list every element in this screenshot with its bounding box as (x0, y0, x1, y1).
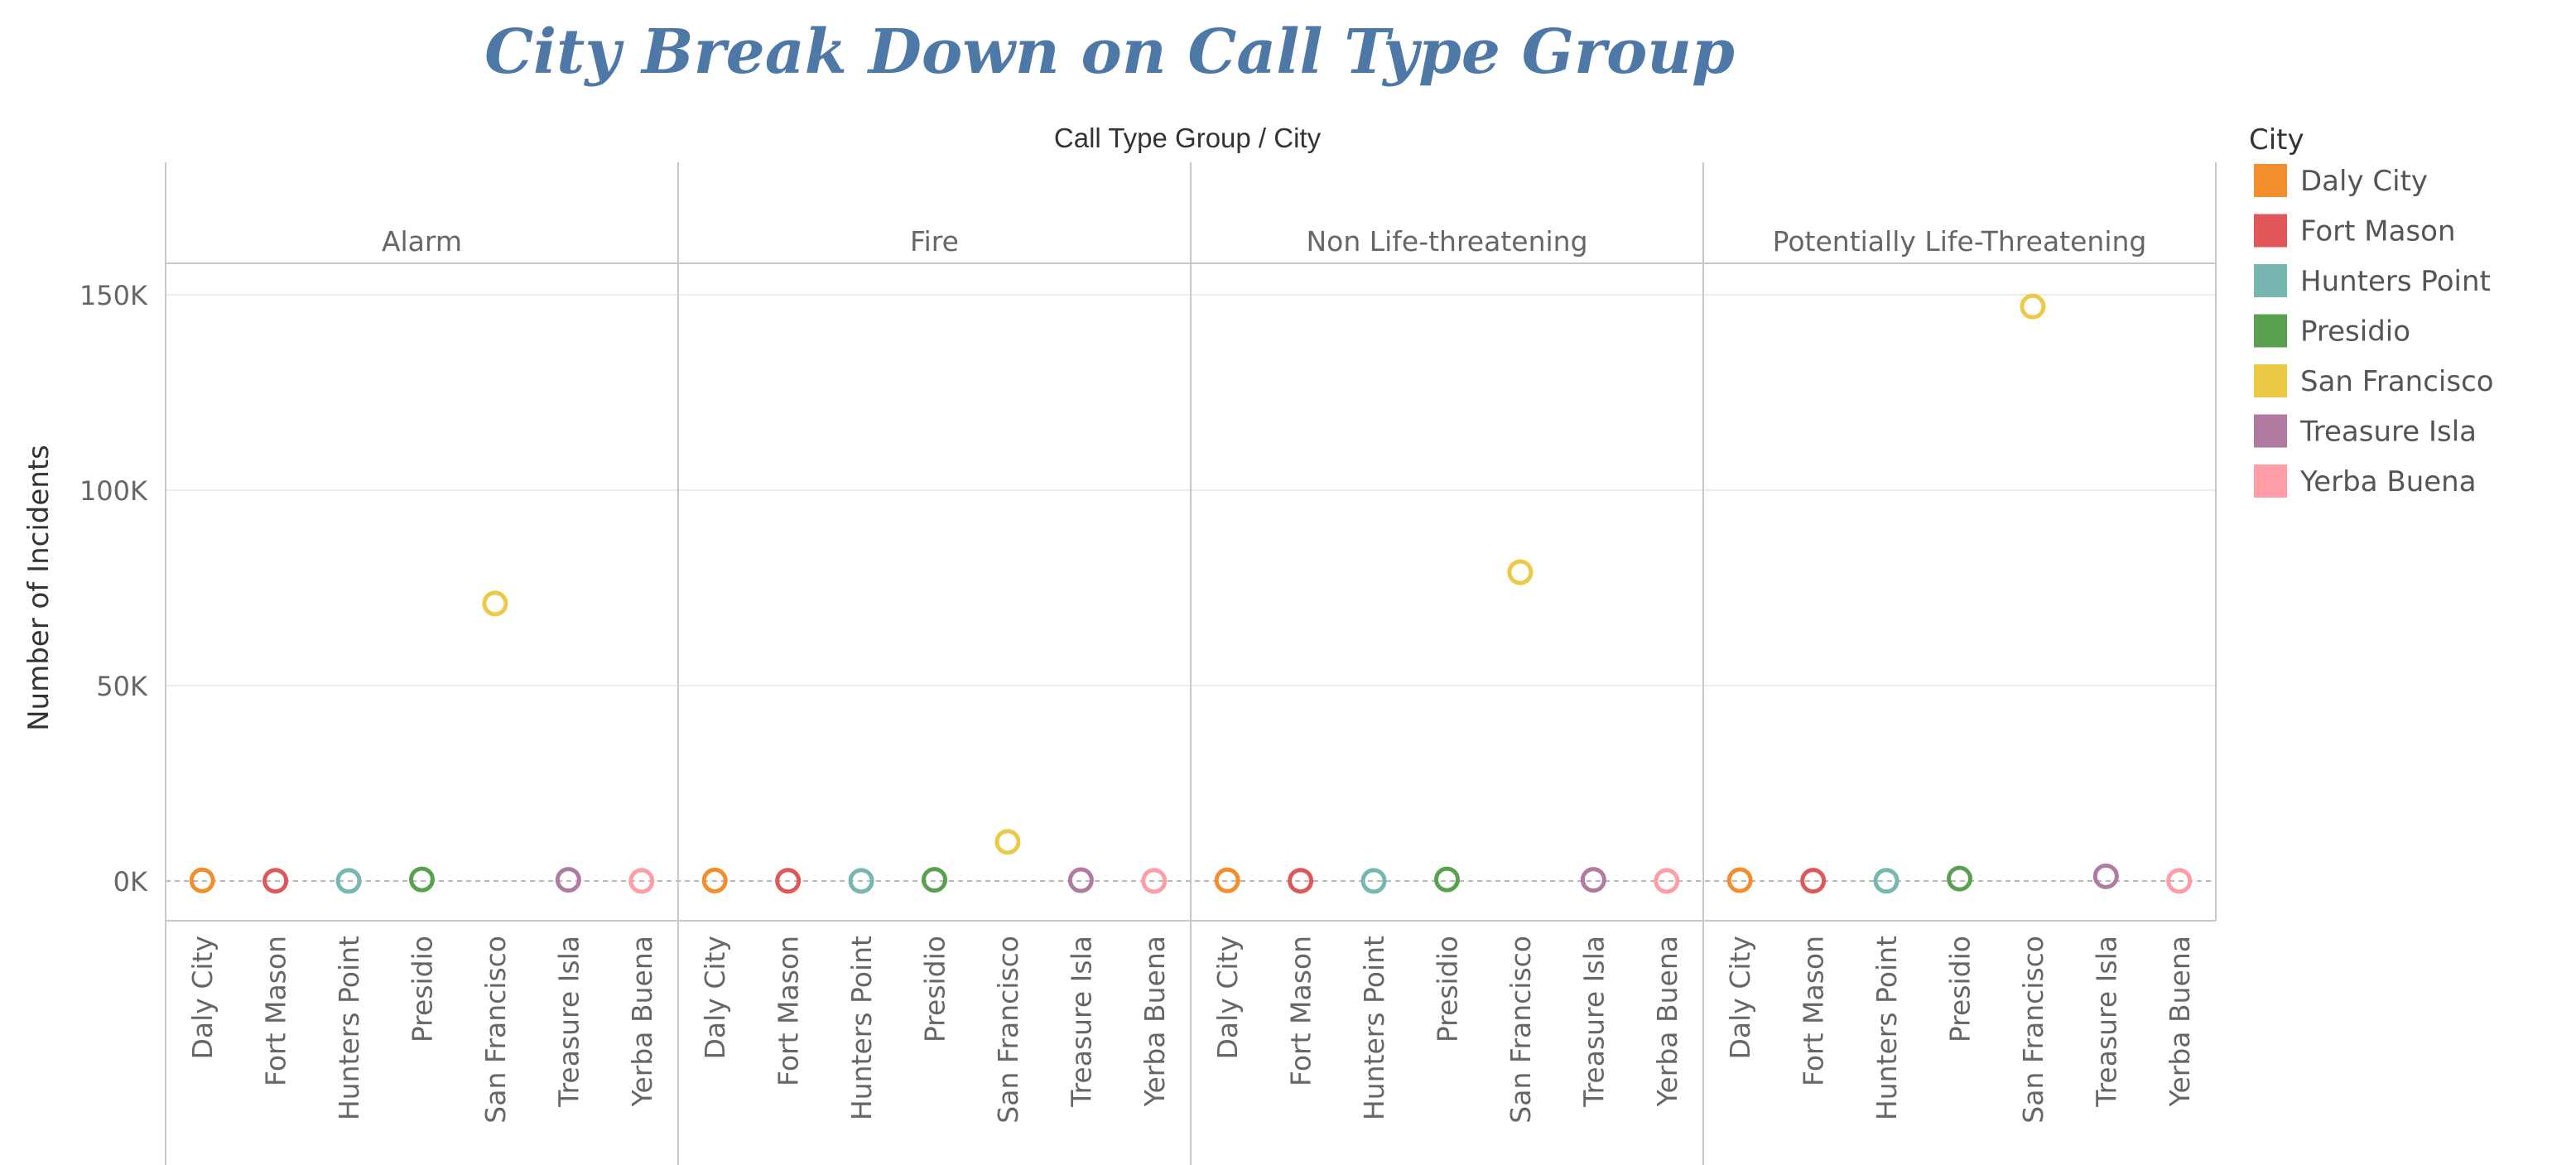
legend-swatch (2254, 364, 2287, 397)
y-tick-label: 0K (113, 866, 148, 898)
panel-header-1: Fire (910, 225, 959, 258)
x-tick-label: Hunters Point (845, 936, 878, 1120)
data-point (2166, 868, 2193, 894)
data-point (1873, 868, 1899, 894)
y-tick-label: 150K (79, 280, 148, 311)
x-tick-label: Daly City (699, 936, 731, 1060)
data-point (1947, 865, 1972, 892)
x-tick-label: Daly City (1724, 936, 1756, 1060)
data-point (555, 867, 581, 893)
data-point (2092, 863, 2119, 889)
x-tick-label: Treasure Isla (552, 936, 585, 1108)
x-tick-label: Daly City (1211, 936, 1244, 1060)
x-tick-label: Presidio (919, 936, 951, 1042)
legend-swatch (2254, 314, 2287, 348)
data-points (189, 293, 2193, 894)
legend-swatch (2254, 264, 2287, 297)
data-point (1288, 868, 1314, 894)
legend-label: Yerba Buena (2299, 465, 2477, 498)
data-point (1434, 866, 1460, 893)
x-tick-label: San Francisco (992, 936, 1024, 1124)
data-point (262, 868, 289, 894)
x-tick-label: Yerba Buena (1651, 936, 1683, 1107)
x-tick-label: San Francisco (479, 936, 512, 1124)
x-tick-label: San Francisco (2017, 936, 2049, 1124)
x-tick-label: Treasure Isla (2090, 936, 2122, 1108)
panel-header-0: Alarm (382, 225, 462, 258)
panel-header-3: Potentially Life-Threatening (1773, 225, 2147, 258)
legend-swatch (2254, 214, 2287, 248)
y-axis-title: Number of Incidents (22, 445, 55, 731)
x-tick-label: Presidio (407, 936, 439, 1042)
x-tick-label: Treasure Isla (1065, 936, 1097, 1108)
legend-label: San Francisco (2300, 365, 2494, 398)
legend-label: Hunters Point (2300, 265, 2491, 298)
data-point (1654, 868, 1680, 894)
x-tick-label: Fort Mason (1285, 936, 1317, 1086)
data-point (922, 867, 947, 893)
data-point (701, 867, 728, 893)
x-tick-label: Hunters Point (1871, 936, 1903, 1120)
x-tick-label: Yerba Buena (626, 936, 658, 1107)
data-point (848, 868, 874, 894)
x-tick-label: San Francisco (1505, 936, 1537, 1124)
x-tick-label: Hunters Point (1358, 936, 1390, 1120)
y-axis-ticks: 0K 50K 100K 150K (79, 280, 148, 898)
legend-swatch (2254, 465, 2287, 498)
legend-label: Treasure Isla (2299, 416, 2477, 449)
x-tick-label: Yerba Buena (2164, 936, 2196, 1107)
x-axis-labels: Daly City Fort Mason Hunters Point Presidio… (186, 936, 2196, 1124)
column-header: Call Type Group / City (1054, 123, 1322, 153)
data-point (628, 868, 655, 894)
legend-label: Presidio (2300, 315, 2410, 349)
x-tick-label: Hunters Point (333, 936, 365, 1120)
panel-frame (165, 162, 2217, 1165)
data-point (189, 867, 215, 893)
legend-swatch (2254, 414, 2287, 448)
data-point (1507, 559, 1534, 585)
y-tick-label: 50K (96, 671, 148, 702)
x-tick-label: Presidio (1944, 936, 1977, 1042)
data-point (1726, 867, 1753, 893)
x-tick-label: Presidio (1432, 936, 1464, 1042)
data-point (482, 590, 508, 617)
data-point (335, 868, 362, 894)
data-point (1067, 867, 1094, 893)
legend-label: Fort Mason (2300, 215, 2456, 248)
chart-title: City Break Down on Call Type Group (484, 17, 1735, 88)
x-tick-label: Fort Mason (773, 936, 805, 1086)
data-point (409, 866, 435, 893)
x-tick-label: Fort Mason (260, 936, 292, 1086)
legend: Daly City Fort Mason Hunters Point Presidio… (2254, 164, 2494, 498)
legend-swatch (2254, 164, 2287, 197)
panel-headers: Alarm Fire Non Life-threatening Potentially… (382, 225, 2146, 258)
data-point (1800, 868, 1827, 894)
panel-header-2: Non Life-threatening (1306, 225, 1587, 258)
data-point (994, 829, 1021, 855)
x-tick-label: Fort Mason (1798, 936, 1830, 1086)
data-point (775, 868, 802, 894)
x-tick-label: Yerba Buena (1139, 936, 1171, 1107)
data-point (1214, 867, 1240, 893)
x-tick-label: Daly City (186, 936, 219, 1060)
data-point (2020, 293, 2046, 320)
data-point (1141, 868, 1168, 894)
data-point (1580, 867, 1606, 893)
legend-title: City (2249, 123, 2304, 156)
x-tick-label: Treasure Isla (1577, 936, 1610, 1108)
data-point (1360, 868, 1387, 894)
legend-label: Daly City (2300, 165, 2428, 198)
y-tick-label: 100K (79, 475, 148, 507)
